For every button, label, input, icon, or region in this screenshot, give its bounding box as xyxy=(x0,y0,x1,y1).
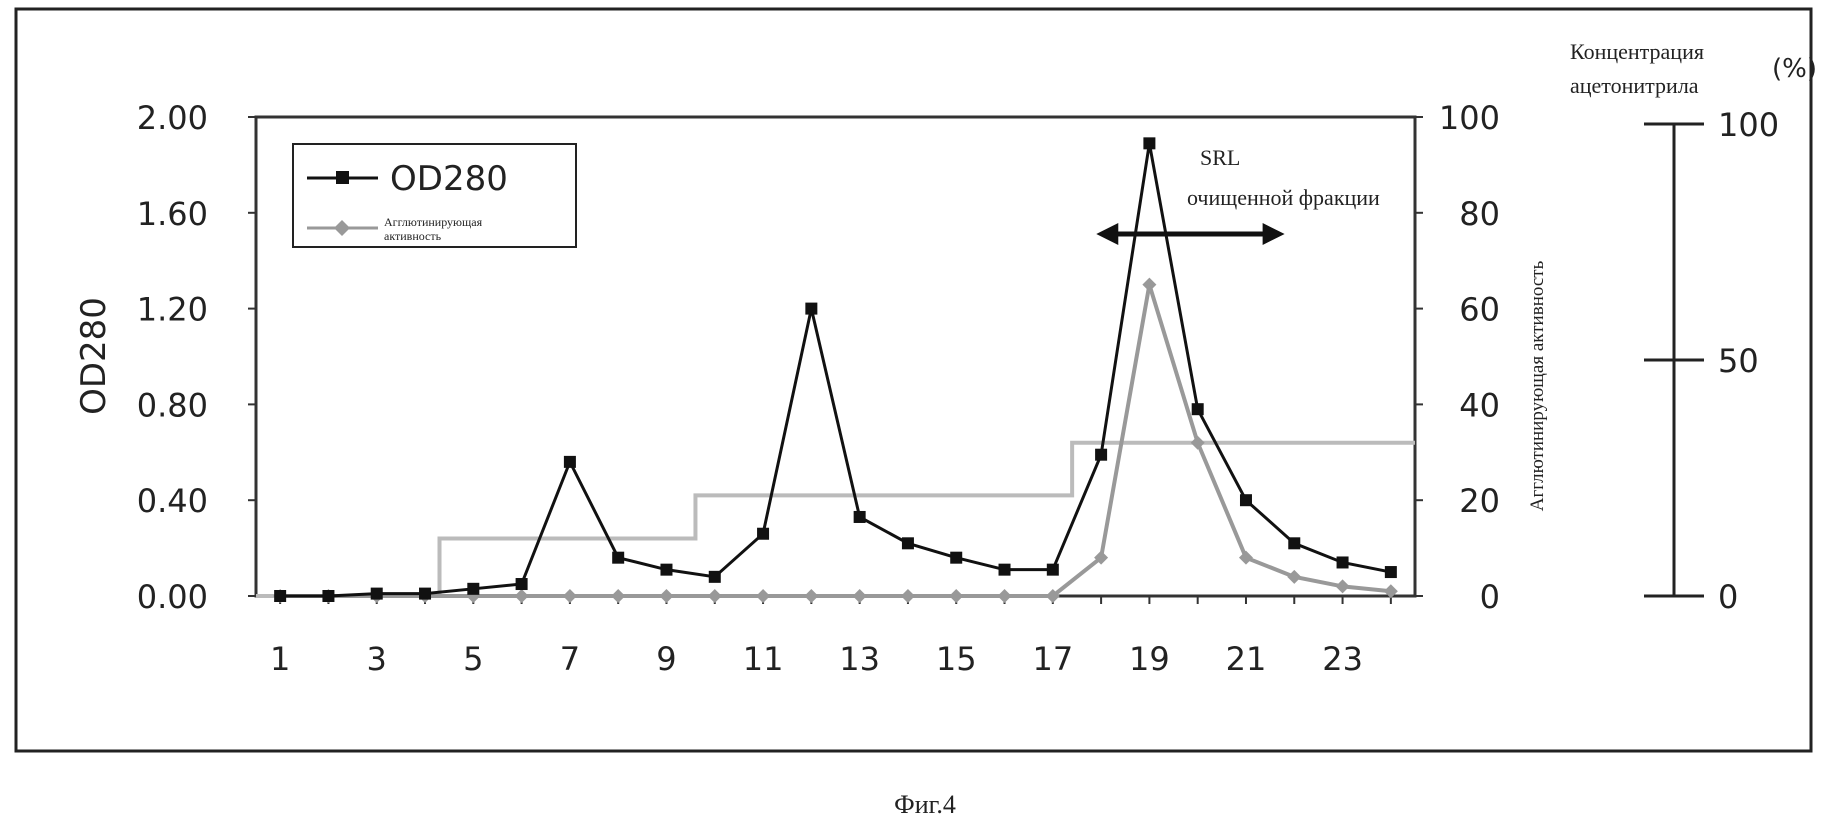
series-activity-point xyxy=(1142,277,1157,292)
series-od280-point xyxy=(901,537,914,550)
legend-activity-label-line2: активность xyxy=(384,229,442,243)
series-od280-point xyxy=(1095,448,1108,461)
series-activity-point xyxy=(611,589,626,603)
series-activity-point xyxy=(1287,569,1302,584)
y-right-tick-label: 100 xyxy=(1439,99,1500,137)
series-activity-point xyxy=(1045,589,1060,603)
series-od280-point xyxy=(563,455,576,468)
acetonitrile-axis-title-line1: Концентрация xyxy=(1570,39,1704,64)
legend: OD280 Агглютинирующая активность xyxy=(292,143,577,248)
figure-caption: Фиг.4 xyxy=(894,790,956,819)
series-activity-point xyxy=(949,589,964,603)
y-right-tick-label: 60 xyxy=(1459,291,1500,329)
x-tick-label: 15 xyxy=(936,640,977,678)
acetonitrile-axis-title-line2: ацетонитрила xyxy=(1570,73,1699,98)
series-od280-point xyxy=(757,527,770,540)
y-left-tick-label: 1.20 xyxy=(137,291,208,329)
y-right-tick-label: 0 xyxy=(1480,578,1500,616)
annotation-srl: SRL очищенной фракции xyxy=(1096,145,1380,245)
series-od280-point xyxy=(467,582,480,595)
series-activity-point xyxy=(1383,584,1398,599)
series-od280-point xyxy=(1239,494,1252,507)
x-tick-label: 1 xyxy=(270,640,290,678)
y-axis-right-label: Агглютинирующая активность xyxy=(1527,260,1548,511)
x-tick-label: 11 xyxy=(743,640,784,678)
x-tick-label: 17 xyxy=(1032,640,1073,678)
x-axis-ticks: 1 3 5 7 9 11 13 15 17 19 21 23 xyxy=(270,596,1392,678)
y-left-tick-label: 0.80 xyxy=(137,386,208,424)
legend-activity-label-line1: Агглютинирующая xyxy=(384,215,483,229)
legend-od280-marker xyxy=(336,171,349,184)
series-activity-point xyxy=(804,589,819,603)
series-od280-line xyxy=(280,143,1392,598)
acetonitrile-tick-label: 50 xyxy=(1718,342,1759,380)
x-tick-label: 3 xyxy=(367,640,387,678)
series-od280-point xyxy=(1336,556,1349,569)
series-od280-point xyxy=(612,551,625,564)
series-od280-point xyxy=(1143,137,1156,150)
acetonitrile-axis: 0 50 100 Концентрация ацетонитрила (%) xyxy=(1570,39,1817,616)
series-od280-point xyxy=(370,587,383,600)
series-activity-point xyxy=(852,589,867,603)
x-tick-label: 23 xyxy=(1322,640,1363,678)
legend-od280-label: OD280 xyxy=(390,159,508,199)
series-od280-point xyxy=(853,510,866,523)
series-od280-point xyxy=(274,590,287,602)
x-tick-label: 7 xyxy=(560,640,580,678)
x-tick-label: 13 xyxy=(839,640,880,678)
y-left-tick-label: 1.60 xyxy=(137,195,208,233)
acetonitrile-tick-label: 0 xyxy=(1718,578,1738,616)
series-od280-point xyxy=(1191,403,1204,416)
x-tick-label: 9 xyxy=(656,640,676,678)
y-axis-left-ticks: 0.00 0.40 0.80 1.20 1.60 2.00 xyxy=(137,99,256,616)
acetonitrile-axis-ticks: 0 50 100 xyxy=(1644,106,1779,616)
y-left-tick-label: 0.40 xyxy=(137,482,208,520)
annotation-srl-line1: SRL xyxy=(1200,145,1240,170)
series-activity-point xyxy=(900,589,915,603)
x-tick-label: 21 xyxy=(1226,640,1267,678)
annotation-arrow-left-head xyxy=(1096,223,1119,245)
acetonitrile-axis-unit: (%) xyxy=(1772,54,1817,84)
series-od280-point xyxy=(805,302,818,315)
acetonitrile-tick-label: 100 xyxy=(1718,106,1779,144)
series-od280-point xyxy=(419,587,432,600)
annotation-srl-line2: очищенной фракции xyxy=(1187,185,1380,210)
series-activity-line xyxy=(280,284,1392,598)
series-activity-point xyxy=(1335,579,1350,594)
figure-frame xyxy=(14,7,1813,753)
x-tick-label: 5 xyxy=(463,640,483,678)
y-left-tick-label: 2.00 xyxy=(137,99,208,137)
series-activity-point xyxy=(1190,435,1205,450)
series-od280-point xyxy=(1384,566,1397,579)
series-od280-point xyxy=(998,563,1011,576)
series-activity-point xyxy=(514,589,529,603)
gradient-step-line xyxy=(256,440,1415,598)
series-od280-point xyxy=(660,563,673,576)
series-activity-point xyxy=(997,589,1012,603)
series-od280-point xyxy=(1288,537,1301,550)
series-od280-point xyxy=(708,570,721,583)
series-od280-point xyxy=(515,578,528,591)
y-right-tick-label: 40 xyxy=(1459,386,1500,424)
y-axis-left-label: OD280 xyxy=(74,297,114,415)
series-od280-point xyxy=(950,551,963,564)
series-activity-point xyxy=(659,589,674,603)
series-activity-point xyxy=(756,589,771,603)
series-activity-point xyxy=(707,589,722,603)
x-tick-label: 19 xyxy=(1129,640,1170,678)
series-activity-point xyxy=(1094,550,1109,565)
series-layer xyxy=(256,137,1415,603)
y-axis-right-ticks: 0 20 40 60 80 100 xyxy=(1415,99,1500,616)
y-left-tick-label: 0.00 xyxy=(137,578,208,616)
legend-activity-marker xyxy=(334,220,350,236)
y-right-tick-label: 80 xyxy=(1459,195,1500,233)
series-activity-point xyxy=(562,589,577,603)
annotation-arrow-right-head xyxy=(1262,223,1285,245)
series-od280-point xyxy=(1046,563,1059,576)
series-activity-point xyxy=(1238,550,1253,565)
y-right-tick-label: 20 xyxy=(1459,482,1500,520)
series-od280-point xyxy=(322,590,335,602)
